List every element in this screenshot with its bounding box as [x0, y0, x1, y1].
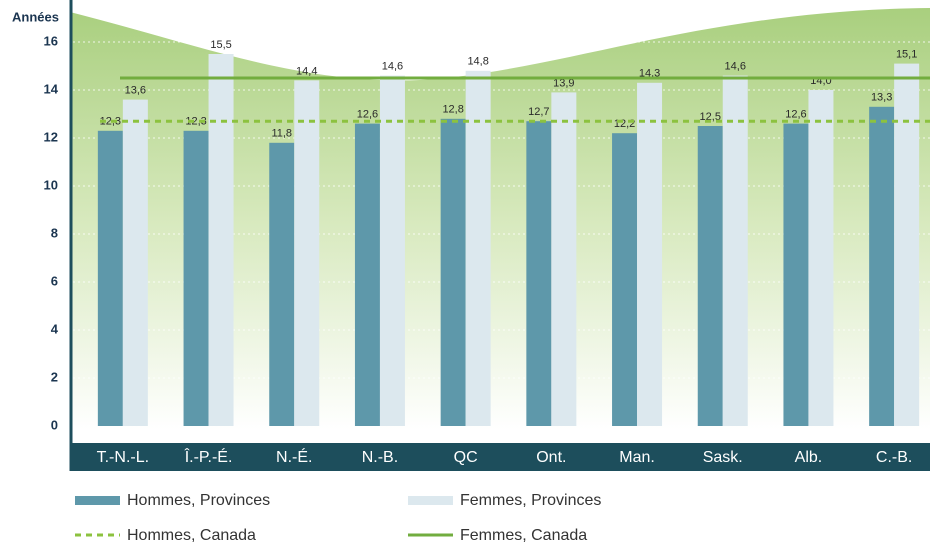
value-label: 12,6 [785, 109, 806, 121]
bar [894, 64, 919, 426]
value-label: 14,6 [725, 61, 746, 73]
value-label: 15,1 [896, 49, 917, 61]
x-tick-label: QC [454, 449, 478, 466]
bar [698, 126, 723, 426]
bar [269, 143, 294, 426]
x-tick-label: C.-B. [876, 449, 912, 466]
y-tick-label: 4 [51, 321, 59, 336]
bar [294, 80, 319, 426]
x-tick-label: N.-É. [276, 447, 312, 466]
y-axis-label: Années [12, 9, 59, 24]
value-label: 12,6 [357, 109, 378, 121]
y-tick-label: 10 [44, 177, 58, 192]
bar [869, 107, 894, 426]
value-label: 13,3 [871, 92, 892, 104]
legend-swatch [75, 496, 120, 505]
bar [123, 100, 148, 426]
value-label: 13,6 [125, 85, 146, 97]
y-tick-label: 2 [51, 369, 58, 384]
bar [209, 54, 234, 426]
x-tick-label: T.-N.-L. [97, 449, 149, 466]
bar [808, 90, 833, 426]
value-label: 14,8 [467, 56, 488, 68]
legend-label: Femmes, Provinces [460, 492, 601, 509]
y-tick-label: 0 [51, 417, 58, 432]
legend-swatch [408, 496, 453, 505]
bar [380, 76, 405, 426]
value-label: 15,5 [210, 39, 231, 51]
x-tick-label: Î.-P.-É. [184, 447, 233, 466]
value-label: 14,6 [382, 61, 403, 73]
y-tick-label: 14 [44, 81, 59, 96]
bar [466, 71, 491, 426]
bar [526, 121, 551, 426]
value-label: 12,7 [528, 106, 549, 118]
x-tick-label: Man. [619, 449, 655, 466]
legend-label: Hommes, Canada [127, 527, 256, 544]
x-tick-label: Ont. [536, 449, 566, 466]
value-label: 12,8 [442, 104, 463, 116]
bar [551, 92, 576, 426]
x-tick-label: Alb. [795, 449, 823, 466]
bar [723, 76, 748, 426]
bar [184, 131, 209, 426]
legend-label: Femmes, Canada [460, 527, 587, 544]
y-tick-label: 8 [51, 225, 58, 240]
bar [612, 133, 637, 426]
bar [783, 124, 808, 426]
legend-label: Hommes, Provinces [127, 492, 270, 509]
bar [637, 83, 662, 426]
bar [441, 119, 466, 426]
y-tick-label: 6 [51, 273, 58, 288]
bar [98, 131, 123, 426]
bar [355, 124, 380, 426]
y-tick-label: 12 [44, 129, 58, 144]
value-label: 14,4 [296, 65, 317, 77]
x-tick-label: N.-B. [362, 449, 398, 466]
value-label: 11,8 [271, 128, 292, 140]
y-tick-label: 16 [44, 33, 58, 48]
chart: Années 0 2 4 6 8 10 12 14 16 T.-N.-L. Î.-P.-É. N.-É… [0, 0, 930, 548]
x-tick-label: Sask. [703, 449, 743, 466]
